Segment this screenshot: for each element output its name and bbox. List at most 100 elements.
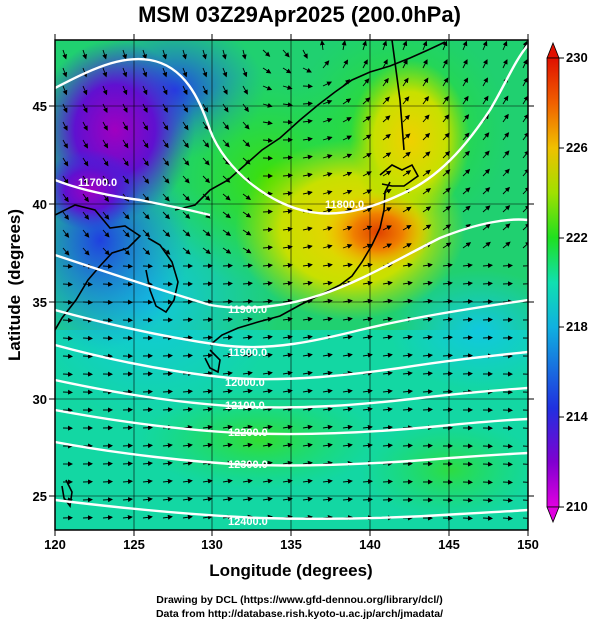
wind-arrow <box>202 442 213 448</box>
wind-arrow <box>502 461 513 467</box>
wind-arrow <box>82 103 88 114</box>
wind-arrow <box>302 460 313 466</box>
wind-arrow <box>362 134 372 141</box>
wind-arrow <box>142 247 151 256</box>
wind-arrow <box>342 59 348 69</box>
wind-arrow <box>182 514 193 520</box>
wind-arrow <box>102 103 108 113</box>
wind-arrow <box>482 168 490 177</box>
wind-arrow <box>422 407 433 413</box>
wind-arrow <box>482 515 493 521</box>
wind-arrow <box>322 478 333 484</box>
wind-arrow <box>242 85 248 95</box>
x-tick-label: 120 <box>44 537 66 552</box>
wind-arrow <box>442 169 451 177</box>
wind-arrow <box>322 99 333 105</box>
wind-arrow <box>482 59 488 69</box>
wind-arrow <box>382 170 392 177</box>
y-axis-title: Latitude (degrees) <box>5 209 24 361</box>
wind-arrow <box>222 281 233 287</box>
wind-arrow <box>282 370 293 376</box>
wind-arrow <box>502 113 509 123</box>
wind-arrow <box>242 334 253 340</box>
wind-arrow <box>402 352 413 358</box>
wind-arrow <box>222 121 230 130</box>
wind-arrow <box>142 461 153 466</box>
wind-arrow <box>302 442 313 448</box>
wind-arrow <box>122 67 128 78</box>
wind-arrow <box>242 211 252 218</box>
wind-arrow <box>242 442 253 448</box>
wind-arrow <box>142 229 150 238</box>
wind-arrow <box>482 263 493 269</box>
wind-arrow <box>222 175 231 183</box>
wind-arrow <box>242 316 253 322</box>
wind-arrow <box>222 406 233 412</box>
wind-arrow <box>402 170 412 177</box>
wind-arrow <box>322 424 333 430</box>
wind-arrow <box>142 211 150 220</box>
coastlines <box>55 40 446 509</box>
wind-arrow <box>341 40 347 51</box>
wind-arrow <box>282 262 293 268</box>
wind-arrow <box>302 154 313 160</box>
wind-arrow <box>382 243 393 249</box>
wind-arrow <box>502 186 511 195</box>
wind-arrow <box>182 211 191 219</box>
wind-arrow <box>262 280 273 286</box>
wind-arrow <box>282 460 293 466</box>
wind-arrow <box>382 59 388 69</box>
wind-arrow <box>302 406 313 412</box>
wind-arrow <box>402 151 411 159</box>
contour-label: 11900.0 <box>228 304 267 316</box>
wind-arrow <box>222 263 233 269</box>
wind-arrow <box>322 118 333 123</box>
wind-arrow <box>142 443 153 449</box>
wind-arrow <box>222 85 228 95</box>
wind-arrow <box>522 77 528 87</box>
wind-arrow <box>242 193 251 200</box>
wind-arrow <box>322 280 333 286</box>
contour-line <box>55 178 211 217</box>
wind-arrow <box>302 67 312 73</box>
wind-arrow <box>242 281 253 287</box>
colorbar-label: 210 <box>566 499 588 514</box>
wind-arrow <box>382 280 393 286</box>
wind-arrow <box>122 175 129 184</box>
wind-arrow <box>382 352 393 358</box>
wind-arrow <box>102 281 113 287</box>
wind-arrow <box>442 280 453 286</box>
wind-arrow <box>142 67 148 78</box>
wind-arrow <box>382 334 393 340</box>
wind-arrow <box>442 317 453 322</box>
wind-arrow <box>282 173 293 179</box>
wind-arrow <box>122 139 129 149</box>
x-tick-label: 150 <box>517 537 539 552</box>
wind-arrow <box>142 425 153 431</box>
wind-arrow <box>282 280 293 286</box>
x-axis-title: Longitude (degrees) <box>209 561 372 580</box>
contour-label: 12400.0 <box>228 516 268 528</box>
wind-arrow <box>202 353 213 359</box>
wind-arrow <box>102 515 113 521</box>
wind-arrow <box>442 371 453 377</box>
wind-arrow <box>402 206 412 213</box>
contour-line <box>55 498 528 520</box>
wind-arrow <box>302 262 313 268</box>
wind-arrow <box>162 389 173 395</box>
y-tick-label: 30 <box>33 392 47 407</box>
wind-arrow <box>502 132 510 141</box>
colorbar-label: 226 <box>566 140 588 155</box>
wind-arrow <box>82 85 88 96</box>
wind-arrow <box>282 496 293 502</box>
wind-arrow <box>422 59 428 69</box>
wind-arrow <box>382 406 393 412</box>
wind-arrow <box>142 175 150 184</box>
wind-arrow <box>202 229 211 237</box>
wind-arrow <box>162 478 173 484</box>
wind-arrow <box>482 150 490 159</box>
wind-arrow <box>62 247 70 256</box>
wind-arrow <box>362 316 373 322</box>
wind-arrow <box>182 139 189 149</box>
contour-line <box>55 343 528 381</box>
